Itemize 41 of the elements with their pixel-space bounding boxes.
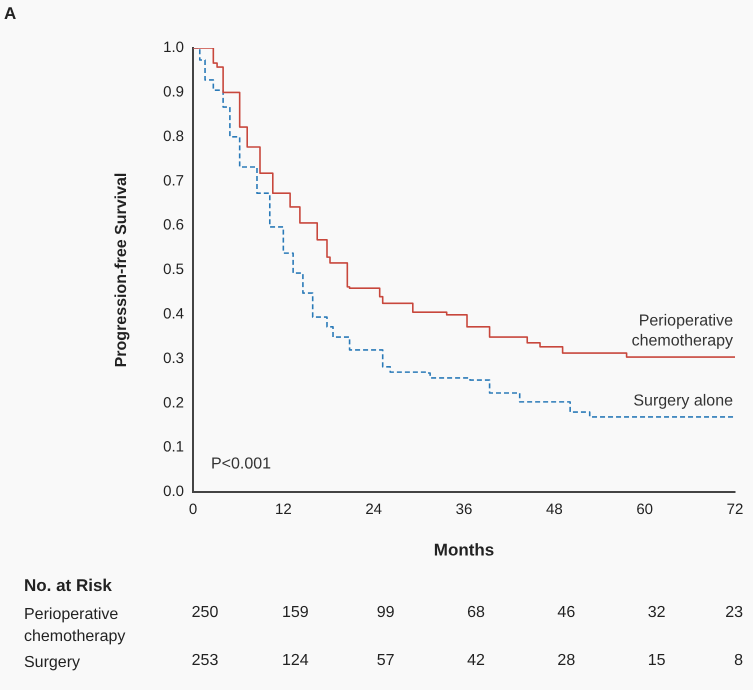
y-tick-label: 0.6 bbox=[163, 216, 184, 234]
text: Surgery bbox=[24, 653, 82, 673]
y-tick-label: 0.7 bbox=[163, 172, 184, 190]
y-tick-label: 0.2 bbox=[163, 394, 184, 412]
text: No. at Risk bbox=[24, 576, 112, 596]
x-tick-label: 0 bbox=[188, 501, 198, 518]
series-label: Perioperative chemotherapy bbox=[632, 312, 734, 350]
x-tick-label: 48 bbox=[546, 501, 563, 518]
series-label: Surgery alone bbox=[633, 392, 734, 410]
text: Perioperative chemotherapy bbox=[24, 605, 126, 647]
x-tick-label: 72 bbox=[726, 501, 744, 518]
text: 46 bbox=[556, 604, 576, 622]
text: 57 bbox=[376, 652, 396, 670]
annotation: P<0.001 bbox=[211, 455, 272, 472]
y-tick-label: 0.4 bbox=[163, 306, 184, 323]
y-tick-label: 0.5 bbox=[163, 261, 184, 278]
y-tick-label: 0.3 bbox=[163, 350, 184, 367]
text: 23 bbox=[724, 604, 743, 622]
text: 42 bbox=[466, 652, 486, 670]
text: 99 bbox=[376, 604, 396, 622]
text: 15 bbox=[646, 652, 667, 670]
x-axis-title: Months bbox=[434, 540, 494, 560]
x-tick-label: 12 bbox=[274, 501, 292, 518]
y-tick-label: 0.9 bbox=[163, 84, 184, 101]
text: 32 bbox=[646, 604, 667, 622]
y-tick-label: 0.0 bbox=[163, 483, 184, 500]
x-tick-label: 60 bbox=[636, 501, 654, 518]
text: 253 bbox=[190, 652, 220, 670]
text: A bbox=[4, 4, 16, 24]
y-tick-label: 1.0 bbox=[163, 39, 184, 56]
text: 68 bbox=[466, 604, 486, 622]
text: 28 bbox=[556, 652, 576, 670]
x-tick-label: 36 bbox=[456, 501, 472, 518]
x-tick-label: 24 bbox=[365, 501, 382, 518]
y-tick-label: 0.8 bbox=[163, 128, 184, 145]
text: 159 bbox=[280, 604, 310, 622]
text: 124 bbox=[280, 652, 310, 670]
text: 8 bbox=[733, 652, 743, 670]
y-axis-title: Progression-free Survival bbox=[113, 172, 130, 368]
y-tick-label: 0.1 bbox=[163, 438, 184, 456]
text: 250 bbox=[190, 604, 220, 622]
